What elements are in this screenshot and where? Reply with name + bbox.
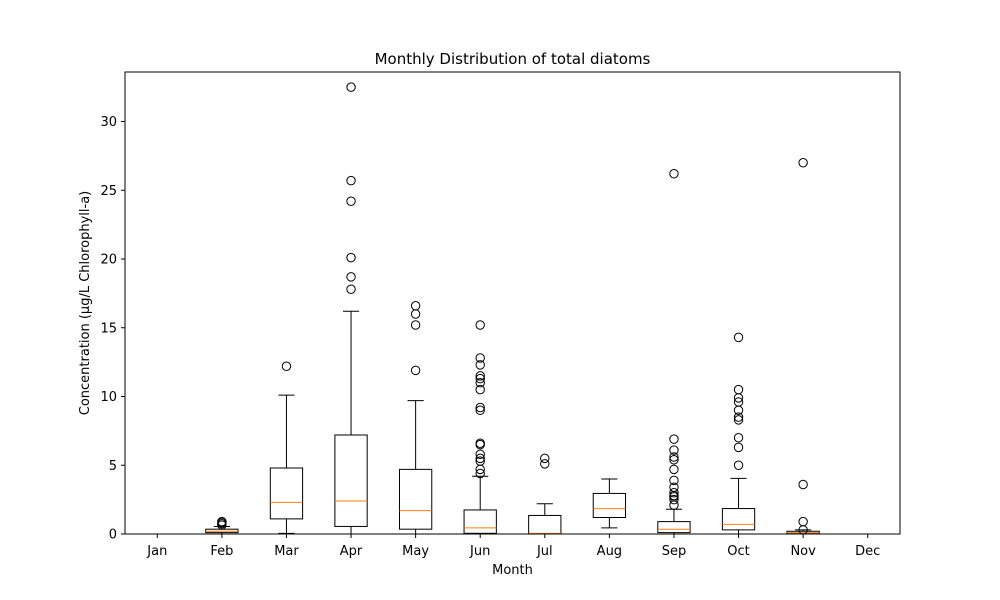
outlier-point — [475, 371, 485, 381]
outlier-point — [475, 402, 485, 413]
outlier-point — [733, 332, 744, 343]
y-tick-label: 0 — [109, 528, 117, 543]
outlier-point — [410, 365, 421, 376]
outlier-point — [733, 460, 744, 470]
iqr-box — [721, 508, 756, 531]
outlier-point — [669, 445, 679, 455]
box-nov — [786, 158, 820, 535]
outlier-point — [475, 373, 485, 384]
iqr-box — [592, 492, 627, 518]
plot-frame — [124, 71, 901, 535]
outlier-point — [475, 378, 485, 388]
outlier-point — [669, 455, 679, 465]
outlier-point — [798, 516, 808, 527]
y-axis-label: Concentration (µg/L Chlorophyll-a) — [78, 191, 93, 415]
iqr-box — [463, 509, 497, 534]
y-tick-label: 10 — [100, 390, 117, 405]
x-tick-label: Sep — [662, 544, 687, 559]
outlier-point — [669, 452, 679, 462]
outlier-point — [217, 520, 227, 530]
outlier-point — [475, 453, 485, 464]
outlier-point — [669, 434, 679, 444]
outlier-point — [540, 459, 550, 469]
outlier-point — [733, 384, 744, 395]
outlier-point — [475, 320, 485, 330]
outlier-point — [475, 438, 485, 448]
outlier-point — [669, 494, 679, 505]
outlier-point — [669, 464, 679, 475]
y-tick-label: 30 — [100, 115, 117, 130]
x-tick-label: Mar — [274, 544, 299, 559]
iqr-box — [398, 468, 433, 530]
x-tick-label: Dec — [855, 544, 880, 559]
box-jul — [528, 453, 562, 535]
outlier-point — [475, 405, 485, 415]
y-tick-label: 5 — [109, 459, 117, 474]
plot-area — [205, 82, 820, 535]
chart-title: Monthly Distribution of total diatoms — [375, 50, 651, 68]
outlier-point — [475, 468, 485, 479]
outlier-point — [346, 196, 356, 206]
outlier-point — [346, 272, 356, 282]
outlier-point — [669, 475, 679, 486]
iqr-box — [269, 467, 304, 520]
y-axis: 0 5 10 15 20 25 30 — [100, 115, 125, 543]
outlier-point — [475, 360, 485, 370]
outlier-point — [733, 433, 744, 443]
box-mar — [269, 361, 304, 534]
box-may — [398, 301, 433, 535]
x-tick-label: Aug — [597, 544, 622, 559]
outlier-point — [669, 488, 679, 498]
outlier-point — [798, 158, 808, 168]
outlier-point — [733, 442, 744, 453]
iqr-box — [657, 521, 691, 534]
y-tick-label: 20 — [100, 253, 117, 268]
outlier-point — [346, 175, 356, 186]
outlier-point — [475, 384, 485, 395]
box-jun — [463, 320, 497, 535]
outlier-point — [346, 252, 356, 263]
box-aug — [592, 478, 627, 529]
outlier-point — [217, 516, 227, 527]
outlier-point — [798, 479, 808, 490]
x-tick-label: Apr — [340, 544, 363, 559]
outlier-point — [281, 361, 292, 371]
x-tick-label: Oct — [727, 544, 749, 559]
outlier-point — [475, 456, 485, 466]
outlier-point — [475, 353, 485, 363]
outlier-point — [733, 412, 744, 422]
x-axis: Jan Feb Mar Apr May Jun Jul Aug Sep Oct Nov Dec — [146, 534, 880, 559]
box-feb — [205, 516, 239, 535]
y-tick-label: 15 — [100, 321, 117, 336]
x-tick-label: Jan — [146, 544, 167, 559]
x-tick-label: Nov — [790, 544, 816, 559]
outlier-point — [410, 309, 421, 319]
outlier-point — [733, 415, 744, 425]
box-apr — [334, 82, 368, 535]
outlier-point — [733, 397, 744, 407]
outlier-point — [669, 482, 679, 492]
iqr-box — [334, 434, 368, 527]
x-tick-label: May — [402, 544, 429, 559]
x-tick-label: Feb — [210, 544, 233, 559]
box-oct — [721, 332, 756, 535]
iqr-box — [528, 514, 562, 535]
outlier-point — [346, 82, 356, 92]
x-tick-label: Jul — [536, 544, 553, 559]
outlier-point — [410, 320, 421, 330]
y-tick-label: 25 — [100, 184, 117, 199]
x-tick-label: Jun — [469, 544, 490, 559]
outlier-point — [540, 453, 550, 464]
box-sep — [657, 169, 691, 535]
outlier-point — [346, 284, 356, 294]
x-axis-label: Month — [492, 563, 533, 578]
outlier-point — [475, 449, 485, 459]
outlier-point — [669, 169, 679, 179]
outlier-point — [410, 301, 421, 311]
